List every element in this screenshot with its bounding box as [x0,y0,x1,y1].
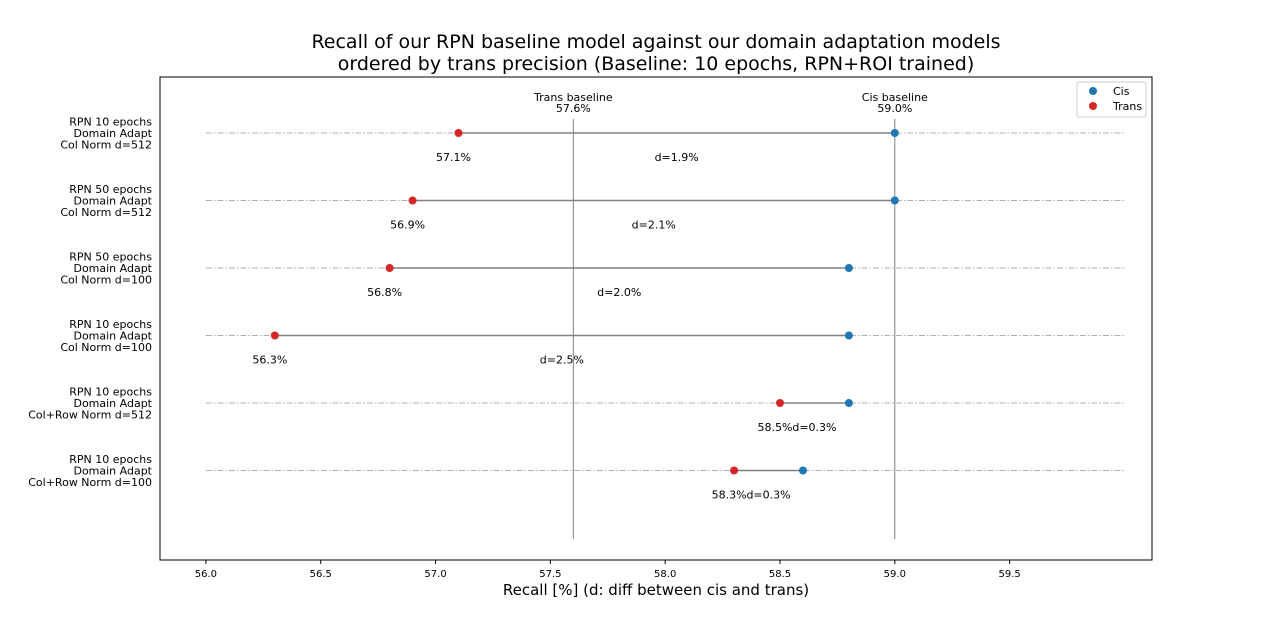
diff-label: d=2.5% [540,354,584,367]
row-label-line: Col Norm d=512 [60,139,152,152]
row-label-line: RPN 50 epochs [69,251,152,264]
x-tick-label: 59.0 [884,569,906,580]
chart-title-line-2: ordered by trans precision (Baseline: 10… [338,53,974,75]
row-label-line: Domain Adapt [73,465,152,478]
row-label-line: Domain Adapt [73,330,152,343]
trans-point [776,399,784,407]
x-tick-label: 56.5 [310,569,332,580]
trans-point [270,331,279,340]
row-label-line: Domain Adapt [73,397,152,410]
trans-value-label: 58.5% [758,421,793,434]
trans-point [730,466,739,475]
legend: Cis Trans [1076,81,1147,118]
cis-point [844,264,853,272]
trans-value-label: 56.9% [390,219,425,232]
legend-cis-marker [1089,87,1097,95]
x-axis: 56.0 56.5 57.0 57.5 58.0 58.5 59.0 59.5 [195,560,1021,580]
grid-layer [205,132,1125,471]
diff-label: d=2.0% [597,286,641,299]
row-label-line: RPN 10 epochs [69,453,152,466]
row-label-line: Col Norm d=100 [60,341,152,354]
row-label-line: RPN 10 epochs [69,386,152,399]
trans-point [408,196,417,205]
trans-value-label: 56.8% [367,286,402,299]
diff-label: d=0.3% [792,421,836,434]
diff-label: d=0.3% [746,489,790,502]
row-label-line: RPN 10 epochs [69,318,152,331]
cis-point [798,466,807,475]
row-label-line: Col Norm d=100 [60,274,152,287]
baseline-name: Trans baseline [533,91,613,104]
cis-point [890,196,899,205]
cis-point [844,331,853,340]
row-label-line: Col Norm d=512 [60,206,152,219]
diff-label: d=2.1% [632,219,676,232]
trans-value-label: 56.3% [252,354,287,367]
legend-cis-label: Cis [1113,85,1130,98]
trans-value-label: 57.1% [436,151,471,164]
row-label-line: Domain Adapt [73,195,152,208]
chart-title: Recall of our RPN baseline model against… [311,31,1000,75]
diff-label: d=1.9% [655,151,699,164]
row-label-line: Col+Row Norm d=100 [28,476,152,489]
row-label-line: Domain Adapt [73,262,152,275]
row-label-line: Domain Adapt [73,127,152,140]
trans-value-label: 58.3% [712,489,747,502]
cis-point [890,129,899,137]
baseline-value: 59.0% [877,102,912,115]
x-tick-label: 57.0 [424,569,446,580]
row-label-line: RPN 50 epochs [69,183,152,196]
row-label-line: RPN 10 epochs [69,116,152,129]
plot-area-frame [159,76,1153,561]
x-axis-label: Recall [%] (d: diff between cis and tran… [503,581,809,599]
x-tick-label: 58.5 [769,569,791,580]
baseline-value: 57.6% [556,102,591,115]
cis-point [844,399,853,407]
trans-point [454,129,463,137]
x-tick-label: 59.5 [998,569,1020,580]
baseline-name: Cis baseline [862,91,928,104]
x-tick-label: 56.0 [195,569,217,580]
row-label-line: Col+Row Norm d=512 [28,409,152,422]
chart-title-line-1: Recall of our RPN baseline model against… [311,31,1000,53]
x-tick-label: 57.5 [539,569,561,580]
legend-trans-marker [1089,102,1097,110]
x-tick-label: 58.0 [654,569,676,580]
trans-point [385,264,394,272]
legend-trans-label: Trans [1112,100,1142,113]
